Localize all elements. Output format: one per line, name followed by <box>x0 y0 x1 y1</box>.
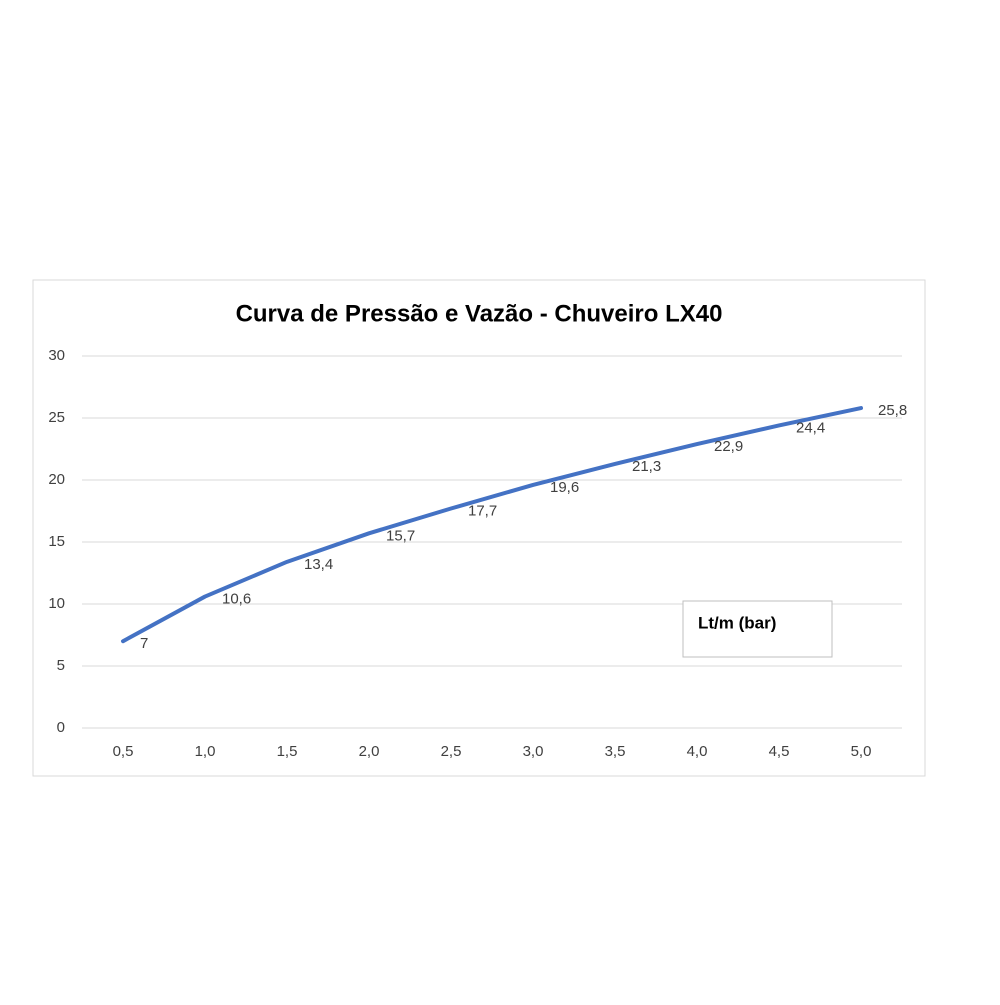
data-label: 21,3 <box>632 458 661 475</box>
data-label: 24,4 <box>796 419 825 436</box>
x-tick-label: 1,5 <box>277 743 298 760</box>
data-label: 10,6 <box>222 591 251 608</box>
y-tick-label: 20 <box>48 471 65 488</box>
x-tick-label: 2,0 <box>359 743 380 760</box>
x-tick-label: 0,5 <box>113 743 134 760</box>
y-tick-label: 0 <box>57 719 65 736</box>
data-label: 25,8 <box>878 402 907 419</box>
chart-title: Curva de Pressão e Vazão - Chuveiro LX40 <box>236 300 723 327</box>
y-tick-label: 15 <box>48 533 65 550</box>
x-tick-label: 2,5 <box>441 743 462 760</box>
data-label: 13,4 <box>304 556 333 573</box>
y-tick-label: 10 <box>48 595 65 612</box>
x-tick-label: 4,5 <box>769 743 790 760</box>
annotation: Lt/m (bar) <box>698 613 776 632</box>
chart-frame <box>32 279 926 777</box>
x-tick-label: 3,5 <box>605 743 626 760</box>
data-label: 7 <box>140 635 148 652</box>
annotation-box <box>682 600 833 658</box>
y-tick-label: 5 <box>57 657 65 674</box>
x-tick-label: 4,0 <box>687 743 708 760</box>
data-label: 15,7 <box>386 527 415 544</box>
data-label: 17,7 <box>468 502 497 519</box>
data-label: 19,6 <box>550 479 579 496</box>
data-label: 22,9 <box>714 438 743 455</box>
x-tick-label: 3,0 <box>523 743 544 760</box>
y-tick-label: 25 <box>48 409 65 426</box>
y-tick-label: 30 <box>48 347 65 364</box>
x-tick-label: 1,0 <box>195 743 216 760</box>
line <box>121 406 863 644</box>
x-tick-label: 5,0 <box>851 743 872 760</box>
